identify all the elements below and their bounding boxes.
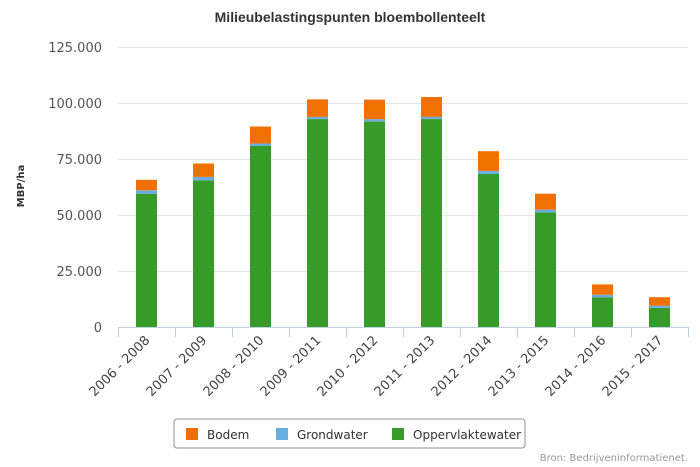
bar-segment-bodem [649, 297, 670, 306]
bar-segment-oppervlaktewater [364, 121, 385, 328]
legend-swatch-bodem [186, 428, 198, 440]
credits-text: Bron: Bedrijveninformatienet. [540, 453, 688, 464]
x-axis [118, 327, 689, 337]
bar-segment-oppervlaktewater [250, 146, 271, 327]
bar-segment-bodem [193, 163, 214, 177]
bar-segment-bodem [307, 99, 328, 117]
x-tick-label: 2015 - 2017 [600, 333, 667, 400]
bar-segment-grondwater [307, 116, 328, 120]
bar-segment-oppervlaktewater [136, 193, 157, 327]
chart-title: Milieubelastingspunten bloembollenteelt [215, 9, 486, 25]
bar-segment-oppervlaktewater [307, 119, 328, 327]
bar-segment-oppervlaktewater [535, 212, 556, 327]
bar-segment-bodem [592, 284, 613, 295]
bar-segment-grondwater [535, 209, 556, 213]
legend-swatch-oppervlaktewater [392, 428, 404, 440]
bar-segment-bodem [421, 97, 442, 117]
bar-segment-bodem [535, 193, 556, 210]
bars [136, 97, 670, 328]
legend-label-bodem: Bodem [207, 428, 249, 442]
bar-segment-grondwater [364, 119, 385, 122]
bar-segment-bodem [364, 99, 385, 120]
bar-segment-oppervlaktewater [649, 308, 670, 327]
bar-segment-oppervlaktewater [592, 297, 613, 327]
bar-segment-grondwater [649, 305, 670, 308]
y-axis-tick-labels: 0 25.000 50.000 75.000 100.000 125.000 [48, 41, 102, 336]
bar-segment-oppervlaktewater [193, 180, 214, 327]
y-tick-label: 125.000 [48, 41, 102, 56]
y-tick-label: 50.000 [57, 209, 103, 224]
bar-segment-grondwater [136, 190, 157, 194]
bar-segment-grondwater [592, 294, 613, 298]
y-tick-label: 25.000 [57, 265, 103, 280]
legend-label-grondwater: Grondwater [297, 428, 368, 442]
bar-segment-grondwater [478, 170, 499, 174]
y-axis-label: MBP/ha [16, 165, 27, 207]
bar-segment-grondwater [421, 116, 442, 120]
bar-segment-grondwater [193, 176, 214, 181]
y-tick-label: 100.000 [48, 97, 102, 112]
legend: Bodem Grondwater Oppervlaktewater [173, 418, 526, 449]
bar-segment-bodem [250, 126, 271, 144]
legend-swatch-grondwater [276, 428, 288, 440]
bar-segment-bodem [136, 179, 157, 191]
bar-segment-oppervlaktewater [478, 174, 499, 327]
bar-segment-oppervlaktewater [421, 119, 442, 327]
bar-segment-grondwater [250, 143, 271, 146]
bar-segment-bodem [478, 151, 499, 171]
y-tick-label: 75.000 [57, 153, 103, 168]
legend-label-oppervlaktewater: Oppervlaktewater [413, 428, 521, 442]
legend-box [173, 418, 526, 449]
y-tick-label: 0 [94, 321, 102, 336]
